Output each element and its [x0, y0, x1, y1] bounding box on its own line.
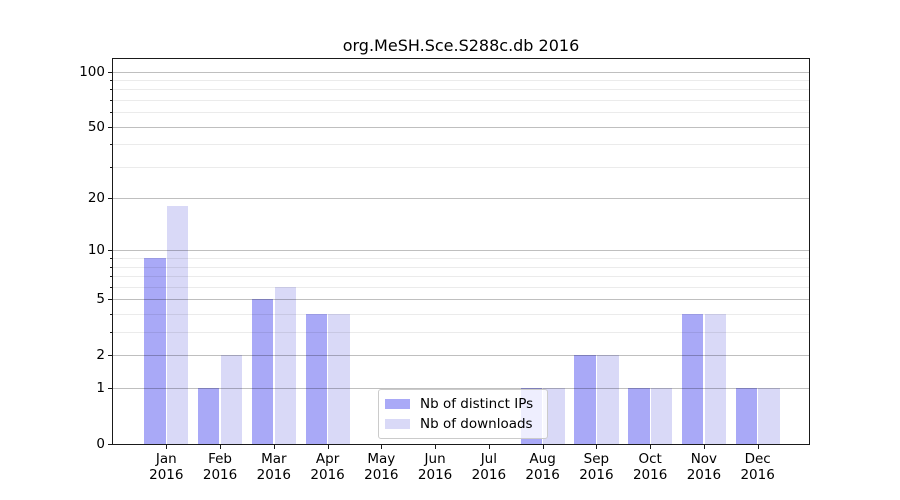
- y-axis-minor-tick: [110, 276, 112, 278]
- y-axis-minor-tick: [110, 89, 112, 91]
- bar-distinct-ips: [628, 388, 650, 444]
- bar-downloads: [274, 286, 296, 444]
- minor-gridline: [113, 332, 809, 333]
- y-axis-tick: [108, 299, 112, 301]
- major-gridline: [113, 388, 809, 389]
- bar-distinct-ips: [251, 299, 274, 444]
- y-axis-minor-tick: [110, 79, 112, 81]
- chart-title: org.MeSH.Sce.S288c.db 2016: [342, 36, 580, 55]
- y-tick-label: 10: [87, 242, 105, 259]
- minor-gridline: [113, 144, 809, 145]
- legend-swatch-distinct-ips: [385, 398, 410, 410]
- x-axis-tick: [381, 445, 383, 449]
- bar-distinct-ips: [198, 388, 220, 444]
- bar-distinct-ips: [144, 258, 166, 444]
- x-axis-tick: [596, 445, 598, 449]
- x-axis-tick: [273, 445, 275, 449]
- legend-label-downloads: Nb of downloads: [420, 416, 533, 432]
- bar-downloads: [704, 314, 727, 444]
- y-axis-minor-tick: [110, 286, 112, 288]
- minor-gridline: [113, 267, 809, 268]
- legend-item-distinct-ips: Nb of distinct IPs: [385, 394, 539, 414]
- x-tick-label: Apr 2016: [310, 451, 345, 483]
- y-axis-minor-tick: [110, 144, 112, 146]
- y-axis-minor-tick: [110, 258, 112, 260]
- minor-gridline: [113, 100, 809, 101]
- x-tick-label: Oct 2016: [632, 451, 668, 483]
- x-tick-label: Aug 2016: [525, 451, 560, 483]
- minor-gridline: [113, 167, 809, 168]
- minor-gridline: [113, 287, 809, 288]
- major-gridline: [113, 299, 809, 300]
- x-axis-tick: [435, 445, 437, 449]
- y-axis-minor-tick: [110, 99, 112, 101]
- bar-downloads: [543, 388, 565, 444]
- x-tick-label: Mar 2016: [256, 451, 291, 483]
- x-axis-tick: [650, 445, 652, 449]
- x-axis-tick: [166, 445, 168, 449]
- x-tick-label: May 2016: [364, 451, 399, 483]
- minor-gridline: [113, 112, 809, 113]
- bar-downloads: [758, 388, 780, 444]
- x-axis-tick: [703, 445, 705, 449]
- y-tick-label: 5: [96, 291, 105, 308]
- major-gridline: [113, 127, 809, 128]
- bar-downloads: [220, 355, 243, 444]
- y-axis-tick: [108, 388, 112, 390]
- y-axis-tick: [108, 444, 112, 445]
- plot-area: [112, 58, 810, 445]
- y-axis-tick: [108, 250, 112, 252]
- x-tick-label: Feb 2016: [202, 451, 238, 483]
- y-tick-label: 20: [87, 190, 105, 207]
- legend-swatch-downloads: [385, 418, 410, 430]
- bar-downloads: [597, 355, 619, 444]
- minor-gridline: [113, 80, 809, 81]
- legend-item-downloads: Nb of downloads: [385, 414, 539, 434]
- y-axis-tick: [108, 198, 112, 200]
- minor-gridline: [113, 89, 809, 90]
- x-axis-tick: [542, 445, 544, 449]
- y-axis-minor-tick: [110, 266, 112, 268]
- y-axis-tick: [108, 355, 112, 357]
- y-axis-minor-tick: [110, 166, 112, 168]
- x-tick-label: Nov 2016: [686, 451, 722, 483]
- y-axis-tick: [108, 126, 112, 128]
- y-tick-label: 100: [79, 63, 105, 80]
- y-axis-tick: [108, 71, 112, 73]
- major-gridline: [113, 250, 809, 251]
- major-gridline: [113, 198, 809, 199]
- y-axis-minor-tick: [110, 112, 112, 114]
- x-tick-label: Jul 2016: [471, 451, 507, 483]
- legend: Nb of distinct IPs Nb of downloads: [378, 389, 548, 439]
- bar-distinct-ips: [305, 314, 327, 444]
- bar-downloads: [650, 388, 673, 444]
- x-tick-label: Sep 2016: [579, 451, 614, 483]
- legend-label-distinct-ips: Nb of distinct IPs: [420, 396, 534, 412]
- major-gridline: [113, 72, 809, 73]
- x-tick-label: Jun 2016: [417, 451, 453, 483]
- x-tick-label: Jan 2016: [149, 451, 184, 483]
- bar-downloads: [328, 314, 350, 444]
- major-gridline: [113, 355, 809, 356]
- bar-downloads: [167, 206, 189, 444]
- x-axis-tick: [327, 445, 329, 449]
- bar-distinct-ips: [735, 388, 758, 444]
- y-axis-minor-tick: [110, 314, 112, 316]
- minor-gridline: [113, 258, 809, 259]
- x-axis-tick: [757, 445, 759, 449]
- y-tick-label: 0: [96, 436, 105, 452]
- y-tick-label: 2: [96, 347, 105, 364]
- bar-distinct-ips: [681, 314, 704, 444]
- y-tick-label: 50: [87, 118, 105, 135]
- x-axis-tick: [220, 445, 222, 449]
- minor-gridline: [113, 276, 809, 277]
- minor-gridline: [113, 314, 809, 315]
- y-tick-label: 1: [96, 380, 105, 397]
- y-axis-minor-tick: [110, 332, 112, 334]
- x-axis-tick: [488, 445, 490, 449]
- bar-distinct-ips: [574, 355, 596, 444]
- x-tick-label: Dec 2016: [740, 451, 775, 483]
